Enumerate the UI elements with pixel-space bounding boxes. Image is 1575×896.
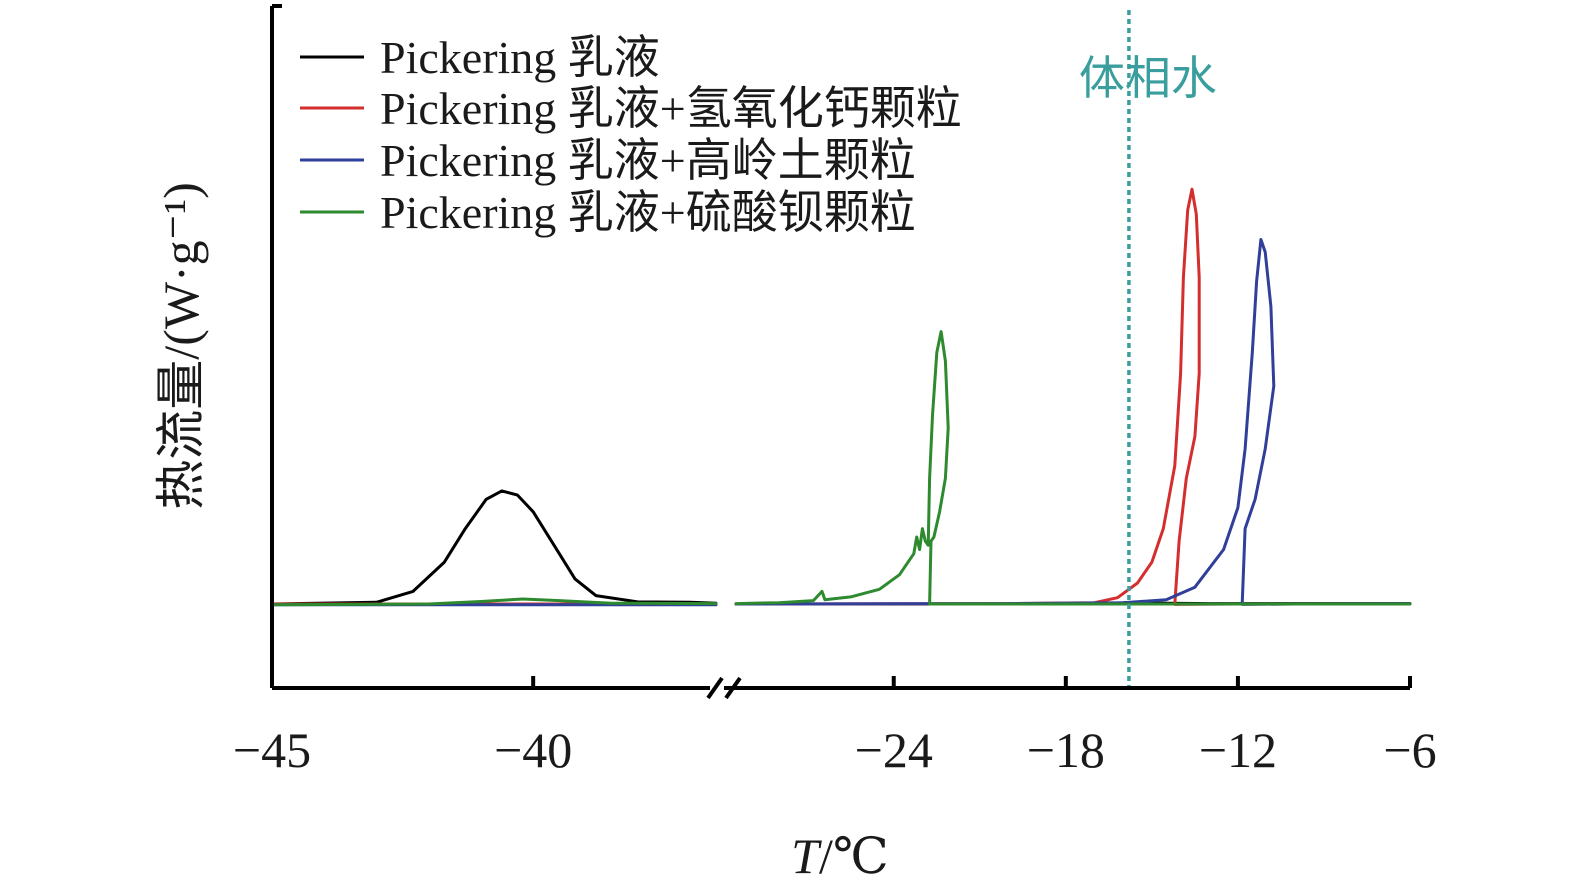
x-axis-title-italic: T: [791, 828, 822, 884]
x-tick-label: −45: [233, 722, 311, 778]
x-tick-label: −6: [1383, 722, 1436, 778]
x-axis-title-unit: /℃: [819, 828, 889, 884]
series-line-4: [270, 597, 718, 607]
x-tick-label: −18: [1027, 722, 1105, 778]
series-line-3: [734, 238, 1412, 606]
legend-label: Pickering 乳液: [380, 32, 660, 83]
x-tick-label: −24: [855, 722, 933, 778]
plot-area: [270, 187, 1412, 607]
series-line-1: [270, 489, 718, 606]
axis-break-mark: [706, 676, 724, 700]
legend-label: Pickering 乳液+氢氧化钙颗粒: [380, 83, 962, 134]
bulk-water-label: 体相水: [1079, 51, 1217, 105]
axis-break-mark: [724, 676, 742, 700]
x-axis-title: T/℃: [791, 828, 889, 884]
x-tick-label: −40: [494, 722, 572, 778]
annotation-group: 体相水: [1079, 10, 1217, 686]
legend-label: Pickering 乳液+硫酸钡颗粒: [380, 187, 916, 238]
series-line-2: [734, 187, 1412, 606]
y-axis-title: 热流量/(W·g⁻¹): [153, 182, 209, 509]
legend-label: Pickering 乳液+高岭土颗粒: [380, 135, 916, 186]
series-line-4: [734, 330, 1412, 606]
x-tick-label: −12: [1199, 722, 1277, 778]
x-ticks: −45 −40 −24 −18 −12 −6: [233, 676, 1437, 778]
